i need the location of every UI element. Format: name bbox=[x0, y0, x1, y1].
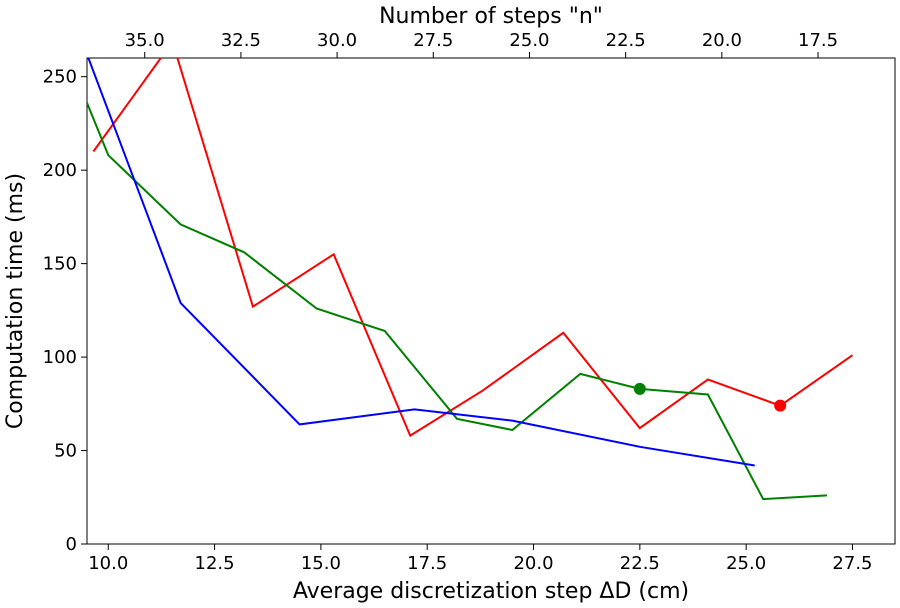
x2-tick-label: 27.5 bbox=[413, 30, 453, 51]
y-axis: 0 50 100 150 200 250 bbox=[43, 67, 87, 555]
x-tick-label: 15.0 bbox=[301, 553, 341, 574]
x-axis-title: Average discretization step ΔD (cm) bbox=[293, 579, 689, 604]
x2-axis-title: Number of steps "n" bbox=[379, 4, 603, 29]
x-tick-label: 20.0 bbox=[513, 553, 553, 574]
x2-tick-label: 17.5 bbox=[798, 30, 838, 51]
x-tick-label: 17.5 bbox=[407, 553, 447, 574]
y-tick-label: 0 bbox=[66, 534, 77, 555]
x-tick-label: 27.5 bbox=[832, 553, 872, 574]
x2-tick-label: 30.0 bbox=[317, 30, 357, 51]
y-tick-label: 200 bbox=[43, 160, 77, 181]
y-axis-title: Computation time (ms) bbox=[3, 173, 28, 429]
series-marker-0 bbox=[774, 399, 787, 412]
x-tick-label: 22.5 bbox=[620, 553, 660, 574]
y-tick-label: 150 bbox=[43, 254, 77, 275]
series-line-1 bbox=[87, 102, 828, 501]
x2-tick-label: 35.0 bbox=[125, 30, 165, 51]
y-tick-label: 50 bbox=[54, 441, 77, 462]
series-line-2 bbox=[87, 58, 755, 467]
x2-tick-label: 22.5 bbox=[606, 30, 646, 51]
x2-tick-label: 32.5 bbox=[221, 30, 261, 51]
x-axis-bottom: 10.0 12.5 15.0 17.5 20.0 22.5 25.0 27.5 bbox=[88, 544, 873, 574]
series-layer bbox=[87, 58, 854, 501]
series-marker-1 bbox=[633, 382, 646, 395]
x2-tick-label: 20.0 bbox=[702, 30, 742, 51]
x-axis-top: 35.0 32.5 30.0 27.5 25.0 22.5 20.0 17.5 bbox=[125, 30, 838, 58]
y-tick-label: 250 bbox=[43, 67, 77, 88]
x-tick-label: 25.0 bbox=[726, 553, 766, 574]
y-tick-label: 100 bbox=[43, 347, 77, 368]
x2-tick-label: 25.0 bbox=[509, 30, 549, 51]
x-tick-label: 10.0 bbox=[88, 553, 128, 574]
plot-area bbox=[86, 57, 896, 545]
x-tick-label: 12.5 bbox=[195, 553, 235, 574]
